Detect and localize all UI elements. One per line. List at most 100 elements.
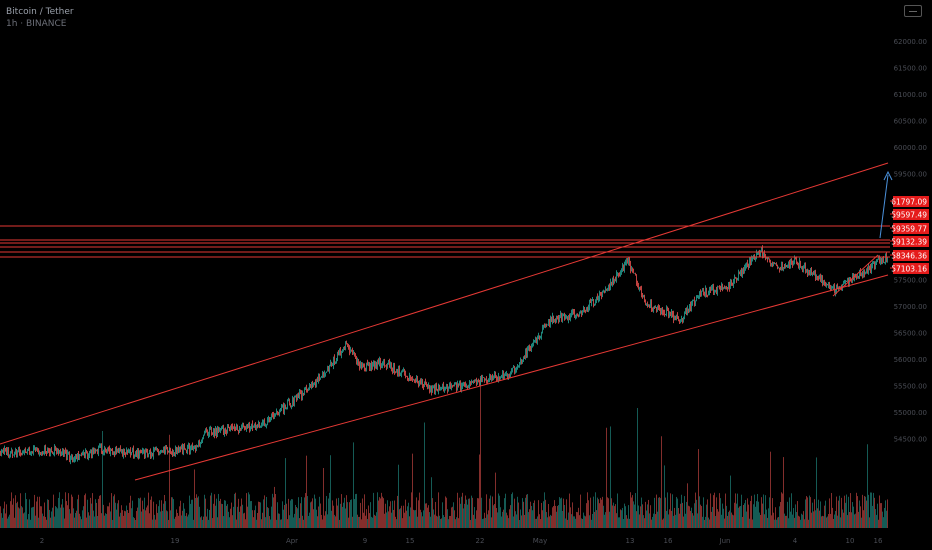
volume-bar	[203, 516, 204, 528]
volume-bar	[32, 507, 33, 528]
volume-bar	[101, 513, 102, 528]
volume-bar	[611, 498, 612, 528]
volume-bar	[861, 517, 862, 528]
volume-bar	[355, 494, 356, 528]
volume-bar	[401, 505, 402, 528]
volume-bar	[699, 496, 700, 528]
volume-bar	[772, 498, 773, 528]
volume-bar	[480, 378, 481, 528]
volume-bar	[534, 500, 535, 528]
volume-bar	[364, 494, 365, 528]
volume-bar	[70, 513, 71, 528]
volume-bar	[556, 511, 557, 528]
x-axis: 2 19 Apr 9 15 22 May 13 16 Jun 4 10 16	[40, 537, 883, 545]
volume-bar	[588, 500, 589, 528]
volume-bar	[645, 501, 646, 528]
volume-bar	[157, 512, 158, 528]
volume-bar	[541, 502, 542, 528]
volume-bar	[208, 519, 209, 528]
volume-bar	[584, 515, 585, 528]
chart-settings-button[interactable]	[904, 5, 922, 17]
volume-bar	[155, 519, 156, 528]
volume-bar	[331, 510, 332, 528]
volume-bar	[289, 515, 290, 528]
volume-bar	[347, 502, 348, 528]
volume-bar	[814, 499, 815, 528]
volume-bar	[446, 497, 447, 528]
volume-bar	[6, 504, 7, 528]
x-tick-label: Jun	[719, 537, 731, 545]
volume-bar	[717, 509, 718, 528]
volume-bar	[684, 496, 685, 528]
volume-bar	[0, 506, 1, 528]
y-tick-label: 57000.00	[894, 303, 927, 311]
volume-bar	[426, 503, 427, 528]
volume-bar	[614, 506, 615, 528]
volume-bar	[544, 492, 545, 528]
volume-bar	[194, 469, 195, 528]
volume-bar	[200, 517, 201, 528]
y-tick-label: 56500.00	[894, 330, 927, 338]
volume-bar	[520, 509, 521, 528]
volume-bar	[265, 517, 266, 528]
volume-bar	[84, 495, 85, 528]
volume-bar	[107, 506, 108, 528]
volume-bar	[876, 514, 877, 528]
volume-bar	[438, 492, 439, 528]
volume-bar	[150, 499, 151, 528]
volume-bar	[805, 499, 806, 528]
volume-bar	[303, 519, 304, 528]
volume-bar	[771, 515, 772, 528]
volume-bar	[568, 512, 569, 528]
chart-subtitle: 1h · BINANCE	[6, 19, 67, 29]
volume-bar	[383, 498, 384, 528]
volume-bar	[273, 497, 274, 528]
volume-bar	[300, 503, 301, 528]
volume-bar	[235, 492, 236, 528]
volume-bar	[560, 498, 561, 528]
price-layer	[0, 245, 888, 465]
volume-bar	[79, 513, 80, 528]
volume-bar	[593, 496, 594, 528]
volume-bar	[487, 514, 488, 528]
volume-bar	[370, 502, 371, 528]
volume-bar	[673, 515, 674, 528]
volume-bar	[11, 492, 12, 528]
volume-bar	[190, 503, 191, 528]
volume-bar	[623, 518, 624, 528]
volume-bar	[88, 512, 89, 528]
volume-bar	[627, 518, 628, 528]
volume-bar	[680, 503, 681, 528]
volume-bar	[95, 499, 96, 528]
volume-bar	[494, 503, 495, 528]
volume-bar	[59, 492, 60, 528]
volume-bar	[434, 514, 435, 528]
volume-bar	[735, 493, 736, 528]
volume-bar	[5, 513, 6, 528]
volume-bar	[532, 510, 533, 528]
volume-bar	[12, 504, 13, 528]
volume-bar	[102, 430, 103, 528]
volume-bar	[177, 512, 178, 528]
volume-bar	[247, 506, 248, 528]
volume-bar	[219, 501, 220, 528]
volume-bar	[538, 500, 539, 528]
volume-bar	[415, 510, 416, 528]
volume-bar	[639, 514, 640, 528]
volume-bar	[820, 501, 821, 528]
volume-bar	[169, 434, 170, 528]
volume-bar	[641, 497, 642, 528]
volume-bar	[120, 512, 121, 528]
volume-bar	[210, 495, 211, 528]
volume-bar	[80, 516, 81, 528]
volume-bar	[390, 501, 391, 528]
y-tick-label: 55000.00	[894, 409, 927, 417]
volume-bar	[228, 511, 229, 528]
volume-bar	[98, 498, 99, 528]
volume-bar	[752, 519, 753, 528]
volume-bar	[586, 503, 587, 528]
volume-bar	[810, 497, 811, 528]
volume-bar	[704, 519, 705, 528]
volume-bar	[116, 509, 117, 528]
